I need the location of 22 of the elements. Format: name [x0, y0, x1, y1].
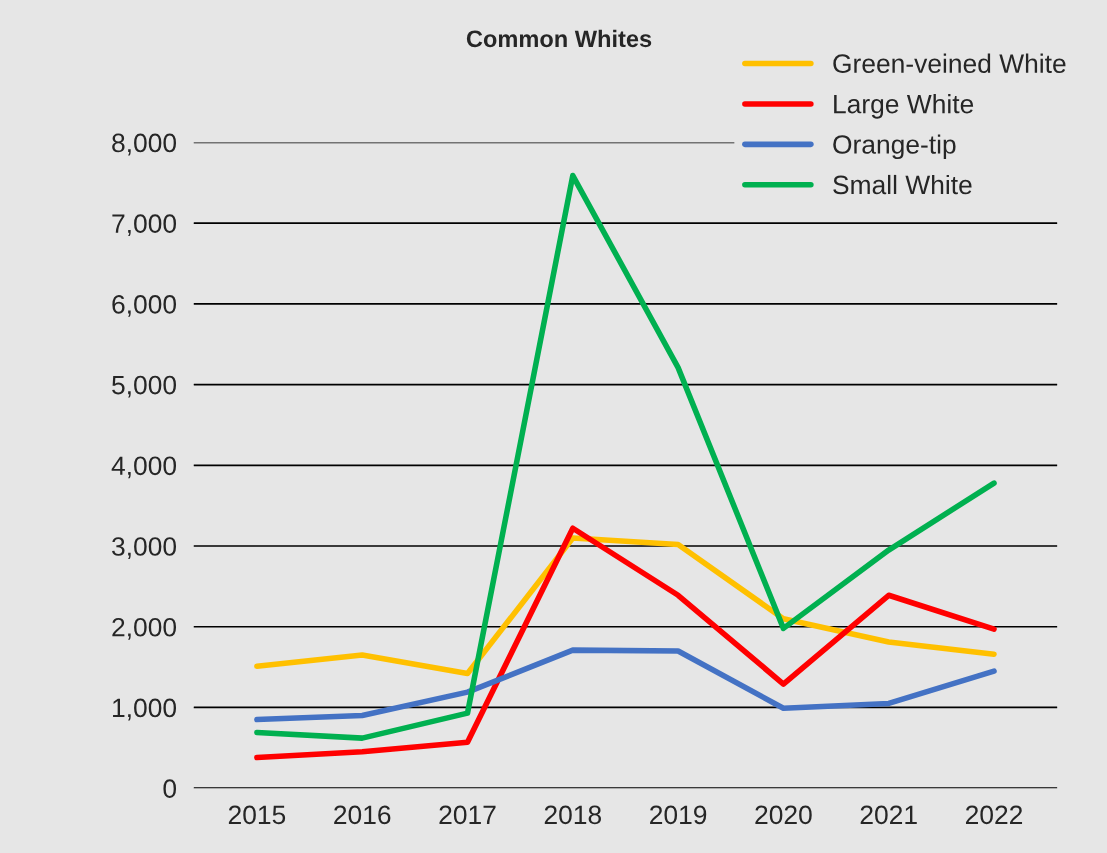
legend-label: Small White: [833, 174, 972, 195]
y-tick-label: 0: [163, 779, 177, 798]
x-tick-label: 2019: [650, 805, 707, 825]
legend-label: Green-veined White: [833, 53, 1066, 73]
x-tick-label: 2022: [965, 805, 1023, 825]
x-tick-label: 2015: [228, 805, 286, 825]
y-tick-label: 5,000: [112, 375, 177, 398]
y-tick-label: 2,000: [112, 617, 177, 640]
y-tick-label: 8,000: [112, 133, 177, 156]
y-tick-label: 6,000: [112, 295, 177, 317]
legend-label: Orange-tip: [833, 134, 956, 160]
y-tick-label: 4,000: [111, 456, 177, 479]
chart-title: Common Whites: [466, 29, 652, 48]
y-tick-label: 3,000: [112, 537, 177, 559]
x-tick-label: 2018: [544, 805, 602, 825]
x-tick-label: 2017: [439, 805, 496, 825]
x-tick-label: 2021: [860, 805, 917, 825]
legend-label: Large White: [834, 94, 974, 119]
y-tick-label: 1,000: [113, 698, 177, 721]
y-tick-label: 7,000: [112, 214, 177, 237]
x-tick-label: 2020: [755, 805, 812, 825]
x-tick-label: 2016: [334, 805, 391, 825]
